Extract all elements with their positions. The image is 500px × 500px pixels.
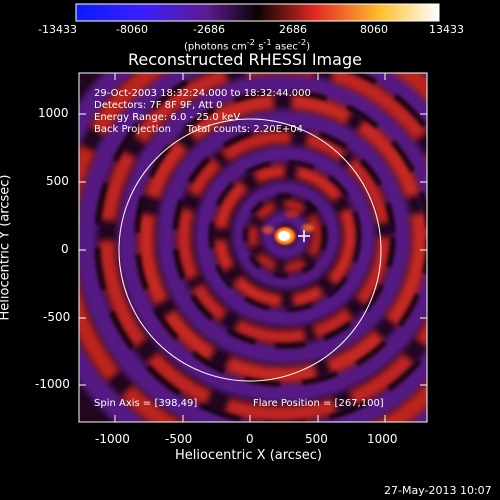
spin-axis-cross-marker <box>298 230 310 242</box>
colorbar-tick-label: 8060 <box>360 23 388 36</box>
axis-ticks <box>79 73 427 422</box>
colorbar <box>75 3 440 22</box>
spin-axis-label: Spin Axis = [398,49] <box>94 398 198 409</box>
x-tick-label: -500 <box>165 432 193 446</box>
colorbar-tick-label: -2686 <box>193 23 225 36</box>
info-line-detectors: Detectors: 7F 8F 9F, Att 0 <box>94 100 223 111</box>
flare-position-label: Flare Position = [267,100] <box>253 398 384 409</box>
y-axis-label: Heliocentric Y (arcsec) <box>0 174 13 321</box>
image-area <box>79 73 427 422</box>
y-tick-label: -500 <box>43 310 71 324</box>
x-tick-label: 0 <box>246 432 254 446</box>
colorbar-tick-label: -8060 <box>116 23 148 36</box>
plot-frame <box>78 72 428 423</box>
info-line-energy: Energy Range: 6.0 - 25.0 keV <box>94 112 241 123</box>
x-tick-label: 500 <box>305 432 328 446</box>
y-tick-label: 500 <box>46 174 69 188</box>
colorbar-tick-label: 13433 <box>429 23 464 36</box>
plot-title: Reconstructed RHESSI Image <box>128 50 362 69</box>
x-axis-label: Heliocentric X (arcsec) <box>175 448 322 463</box>
colorbar-units-label: (photons cm-2 s-1 asec-2) <box>184 37 311 53</box>
info-line-time: 29-Oct-2003 18:32:24.000 to 18:32:44.000 <box>94 88 311 99</box>
solar-limb-circle <box>118 118 382 382</box>
y-tick-label: 0 <box>61 242 69 256</box>
y-tick-label: 1000 <box>38 106 69 120</box>
x-tick-label: 1000 <box>367 432 398 446</box>
info-line-method: Back Projection Total counts: 2.20E+04 <box>94 124 303 135</box>
colorbar-tick-label: -13433 <box>38 23 77 36</box>
x-tick-label: -1000 <box>95 432 130 446</box>
colorbar-tick-label: 2686 <box>279 23 307 36</box>
footer-timestamp: 27-May-2013 10:07 <box>384 484 492 497</box>
y-tick-label: -1000 <box>35 377 70 391</box>
